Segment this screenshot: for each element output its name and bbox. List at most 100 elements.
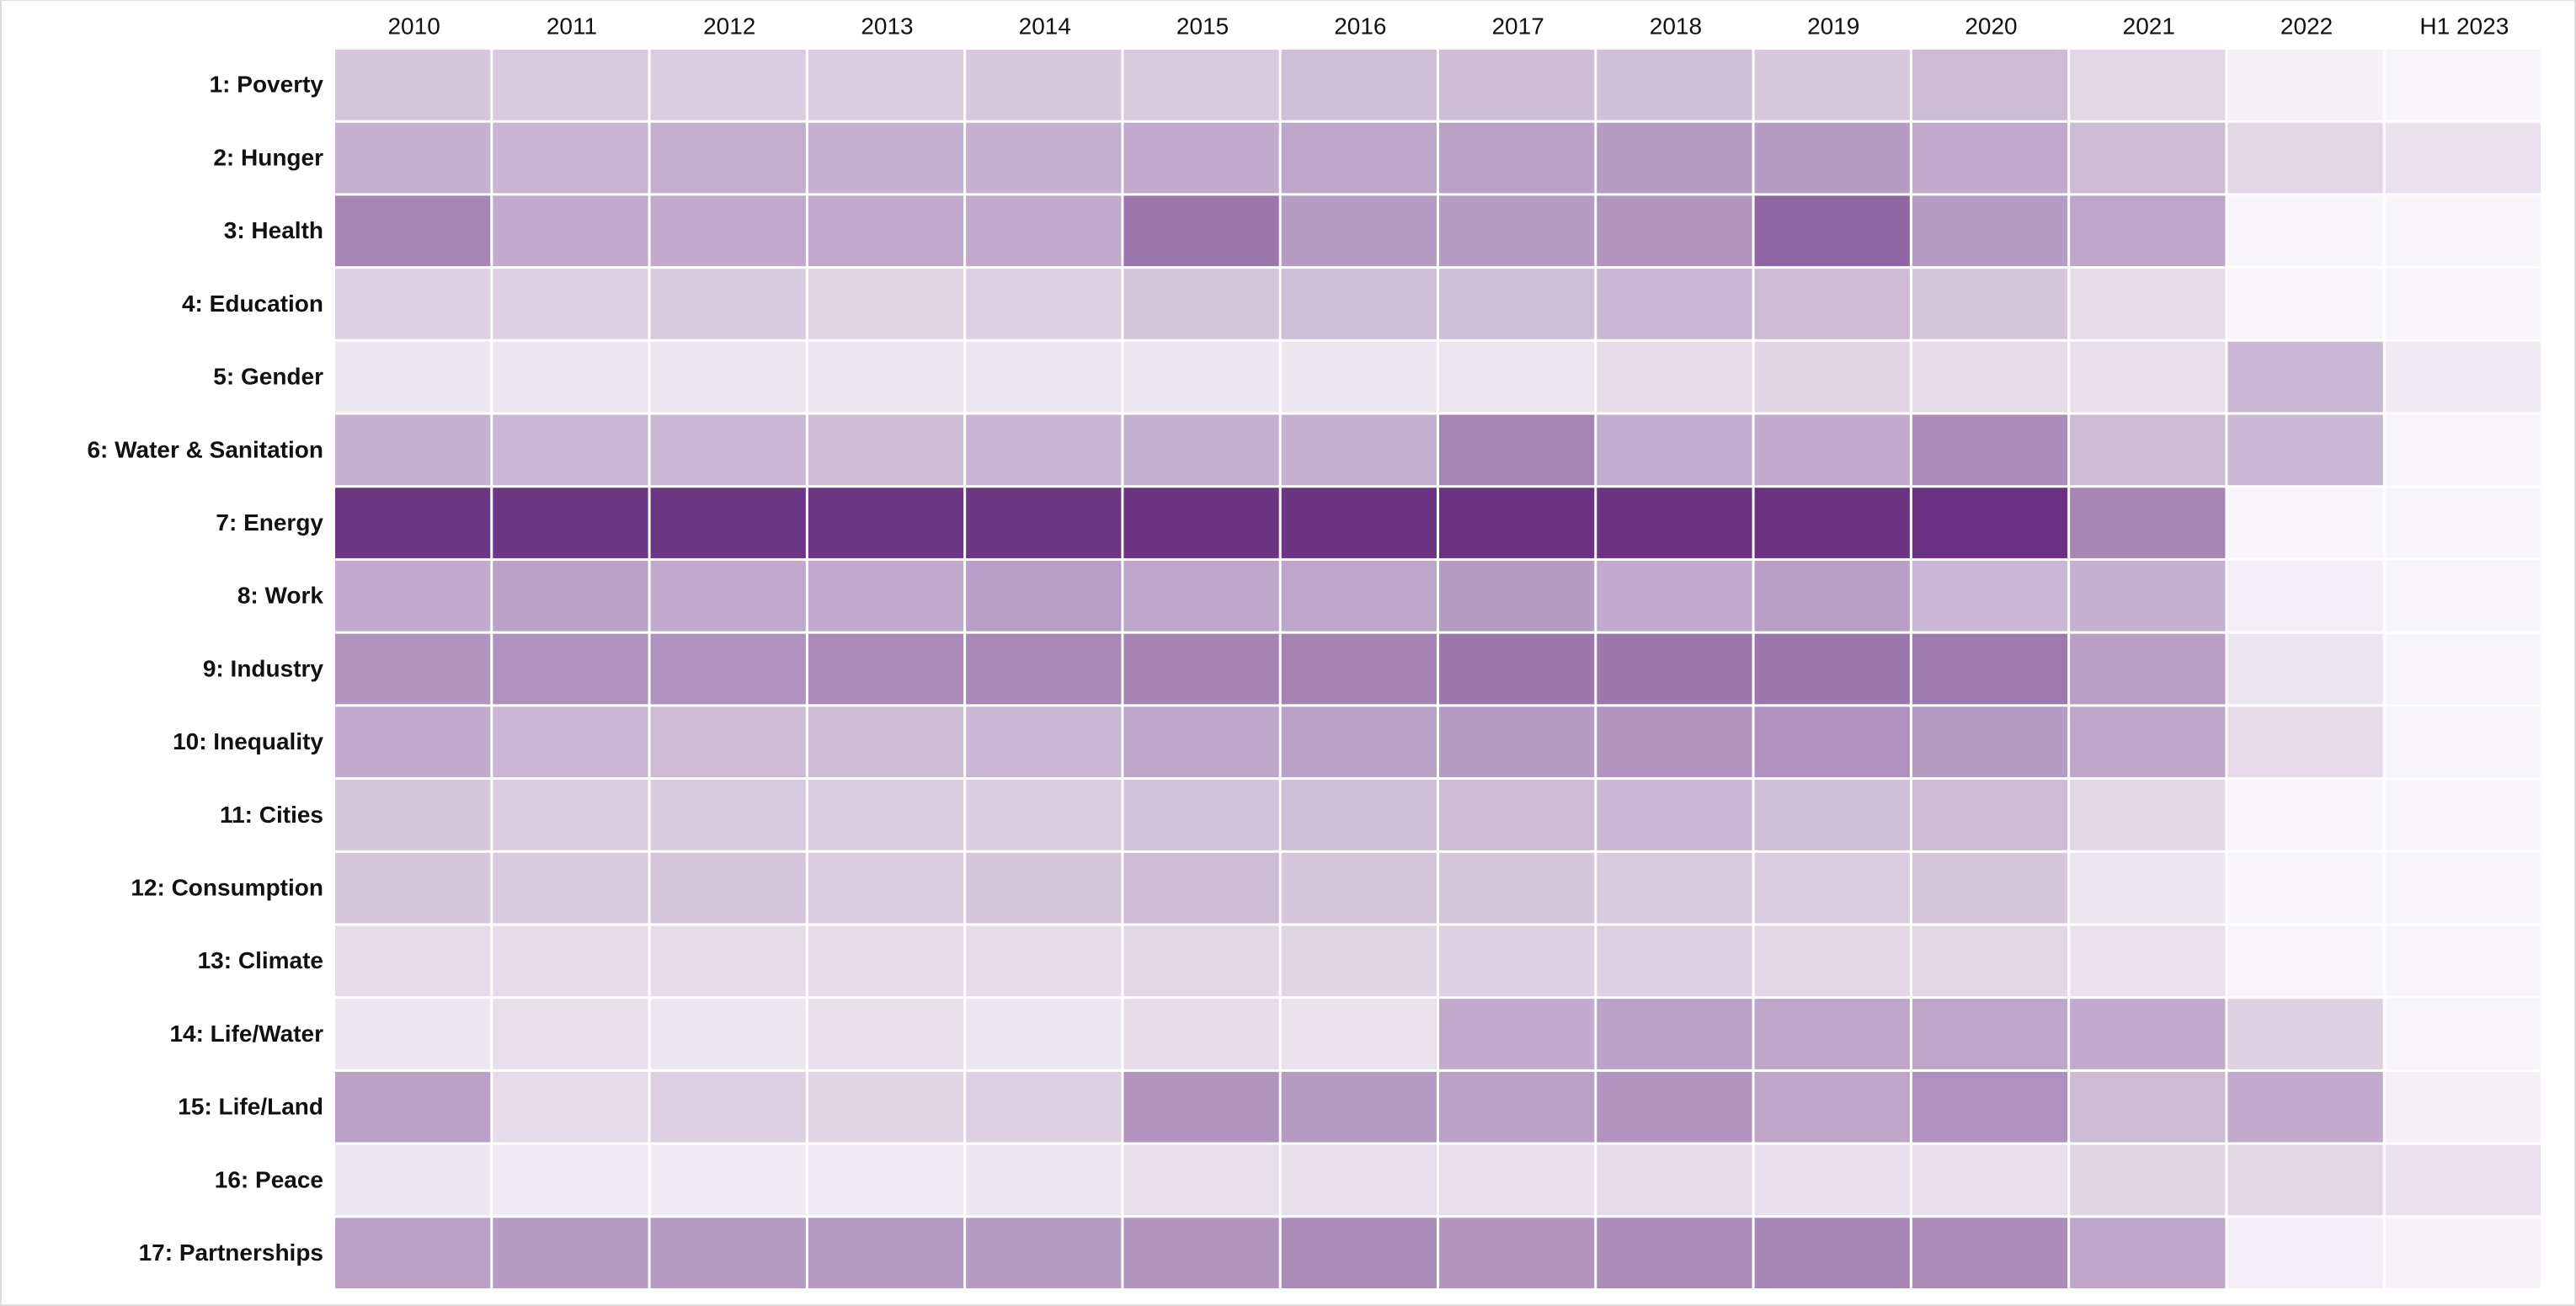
heat-cell [1281, 925, 1437, 997]
heat-cell [808, 414, 964, 486]
heat-cell [1754, 706, 1910, 778]
row-label: 2: Hunger [213, 144, 323, 170]
row-label: 9: Industry [203, 655, 324, 681]
heat-cell [1439, 122, 1595, 194]
heat-cell [2227, 1071, 2383, 1143]
heat-cell [2070, 414, 2226, 486]
heat-cell [493, 852, 648, 924]
heat-cell [493, 269, 648, 339]
row-label: 17: Partnerships [139, 1239, 323, 1266]
heat-cell [335, 999, 491, 1069]
heat-cell [1281, 852, 1437, 924]
heat-cell [1912, 925, 2068, 997]
heat-cell [808, 341, 964, 413]
heat-cell [493, 50, 648, 120]
heat-cell [1281, 633, 1437, 705]
row-label: 3: Health [224, 217, 323, 243]
heat-cell [1439, 1144, 1595, 1216]
column-label: 2016 [1334, 13, 1386, 39]
heat-cell [650, 706, 806, 778]
heat-cell [650, 122, 806, 194]
heat-cell [1754, 269, 1910, 339]
heat-cell [1754, 122, 1910, 194]
heat-cell [2070, 1071, 2226, 1143]
heat-cell [2070, 560, 2226, 632]
heat-cell [650, 195, 806, 267]
heat-cell [1123, 999, 1279, 1069]
heat-cell [1597, 414, 1752, 486]
heat-cell [1912, 780, 2068, 850]
heat-cell [1754, 1218, 1910, 1288]
heat-cell [1439, 341, 1595, 413]
heat-cell [2227, 50, 2383, 120]
heat-cell [1754, 1144, 1910, 1216]
heat-cell [2070, 999, 2226, 1069]
row-label: 16: Peace [215, 1166, 323, 1192]
heat-cell [2070, 122, 2226, 194]
heat-cell [1754, 488, 1910, 558]
heat-cell [808, 706, 964, 778]
heat-cell [2227, 414, 2383, 486]
heat-cell [1123, 122, 1279, 194]
heat-cell [1439, 780, 1595, 850]
heat-cell [2070, 1218, 2226, 1288]
heat-cell [1597, 488, 1752, 558]
heat-cell [335, 269, 491, 339]
heat-cell [1281, 1218, 1437, 1288]
heat-cell [1912, 1144, 2068, 1216]
heat-cell [966, 341, 1122, 413]
heat-cell [1123, 1071, 1279, 1143]
heat-cell [966, 122, 1122, 194]
heat-cell [1912, 122, 2068, 194]
column-label: 2013 [861, 13, 913, 39]
heat-cell [650, 780, 806, 850]
heat-cell [2070, 925, 2226, 997]
heat-cell [2385, 341, 2541, 413]
heat-cell [2385, 852, 2541, 924]
heat-cell [966, 50, 1122, 120]
heat-cell [966, 269, 1122, 339]
heat-cell [966, 633, 1122, 705]
heat-cell [1439, 414, 1595, 486]
heat-cell [966, 780, 1122, 850]
heat-cell [650, 1144, 806, 1216]
heat-cell [1597, 50, 1752, 120]
heat-cell [2227, 706, 2383, 778]
heat-cell [1123, 852, 1279, 924]
heat-cell [2385, 560, 2541, 632]
column-label: 2015 [1176, 13, 1229, 39]
heat-cell [808, 999, 964, 1069]
heat-cell [2227, 195, 2383, 267]
heat-cell [1439, 1218, 1595, 1288]
heat-cell [1439, 925, 1595, 997]
heat-cell [1281, 269, 1437, 339]
heat-cell [493, 488, 648, 558]
heat-cell [493, 560, 648, 632]
heat-cell [1281, 780, 1437, 850]
heat-cell [2070, 780, 2226, 850]
row-label: 8: Work [237, 583, 324, 609]
heat-cell [2385, 269, 2541, 339]
heat-cell [1123, 1144, 1279, 1216]
heat-cell [966, 852, 1122, 924]
heat-cell [1597, 341, 1752, 413]
heat-cell [650, 414, 806, 486]
heat-cell [335, 341, 491, 413]
column-label: 2021 [2123, 13, 2175, 39]
heat-cell [966, 560, 1122, 632]
heat-cell [1281, 999, 1437, 1069]
heat-cell [1281, 414, 1437, 486]
heat-cell [1123, 341, 1279, 413]
heat-cell [1912, 269, 2068, 339]
heat-cell [966, 1218, 1122, 1288]
heat-cell [1597, 999, 1752, 1069]
heat-cell [1597, 1071, 1752, 1143]
heat-cell [650, 925, 806, 997]
heat-cell [966, 925, 1122, 997]
heat-cell [2227, 488, 2383, 558]
heat-cell [335, 1144, 491, 1216]
heat-cell [2385, 122, 2541, 194]
heat-cell [2227, 780, 2383, 850]
